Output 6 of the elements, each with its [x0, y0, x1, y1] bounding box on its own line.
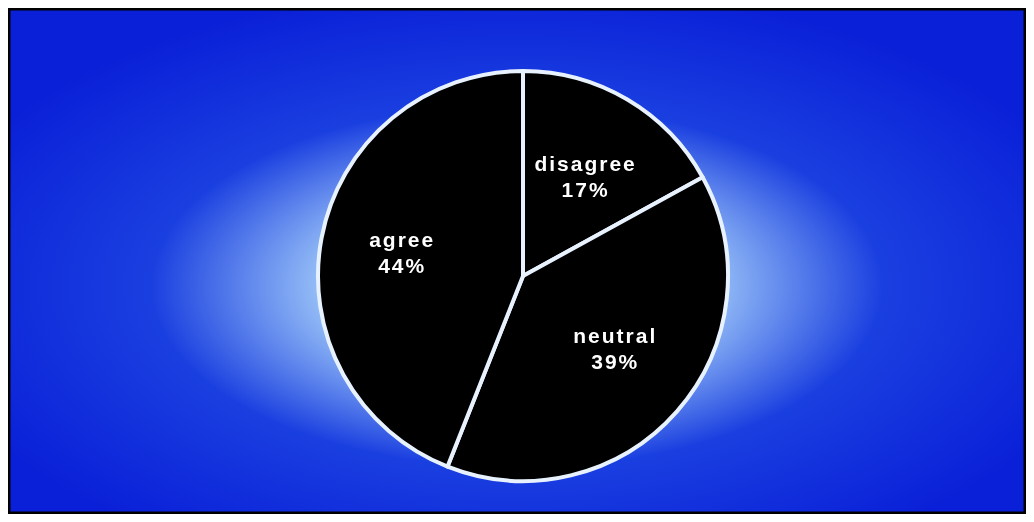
data-label: 17%	[561, 177, 610, 201]
slice-label: disagree	[534, 151, 637, 175]
data-label: 44%	[378, 253, 427, 277]
slice-label: neutral	[573, 323, 658, 347]
data-label: 39%	[591, 349, 640, 373]
slice-label: agree	[369, 227, 436, 251]
